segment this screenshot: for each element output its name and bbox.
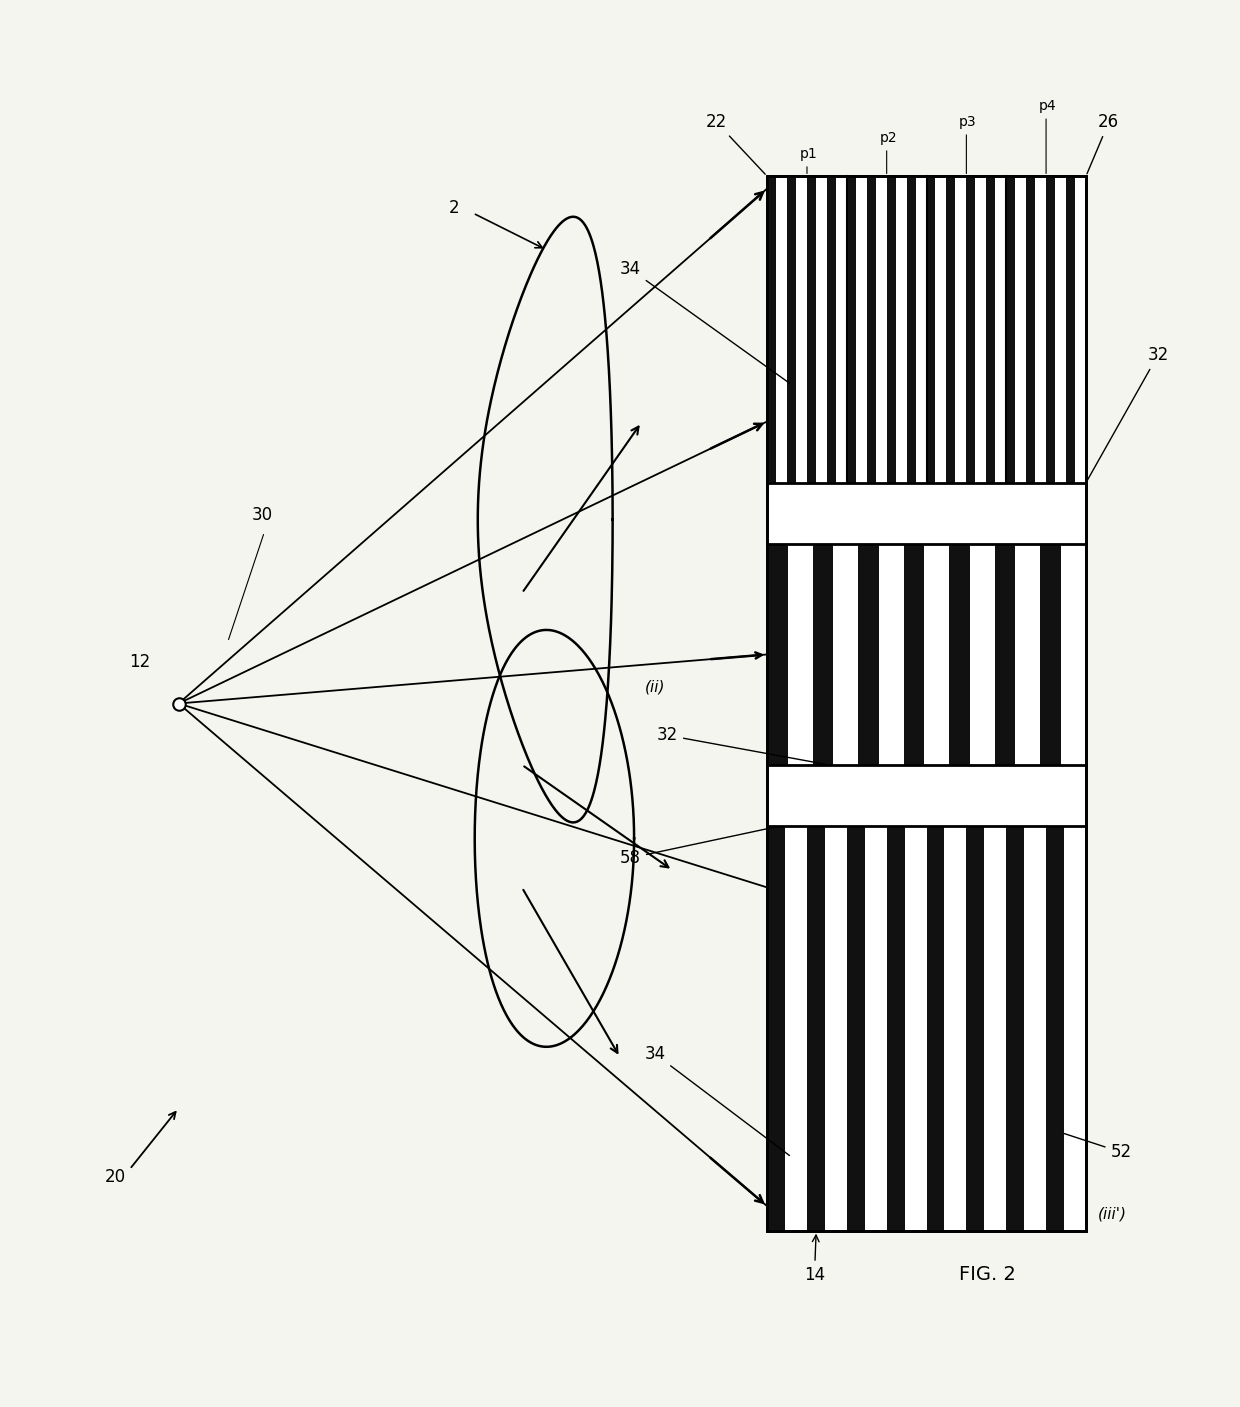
Bar: [904, 545, 924, 765]
Text: 32: 32: [1087, 346, 1168, 480]
Text: p4: p4: [1039, 98, 1056, 113]
Bar: [1006, 826, 1024, 1231]
Text: p2: p2: [879, 131, 897, 145]
Bar: [768, 176, 776, 483]
Bar: [1040, 545, 1061, 765]
Bar: [1047, 176, 1055, 483]
Text: 14: 14: [804, 1235, 825, 1283]
Bar: [1066, 176, 1075, 483]
Text: FIG. 2: FIG. 2: [960, 1265, 1017, 1283]
Bar: [858, 545, 879, 765]
Text: p1: p1: [800, 146, 817, 160]
Bar: [1027, 176, 1035, 483]
Bar: [946, 176, 955, 483]
Bar: [827, 176, 836, 483]
Bar: [906, 176, 915, 483]
Bar: [966, 826, 985, 1231]
Text: 20: 20: [105, 1168, 126, 1186]
Text: 12: 12: [129, 653, 151, 671]
Text: 22: 22: [706, 113, 765, 174]
Bar: [887, 176, 895, 483]
Bar: [807, 826, 825, 1231]
Text: 32: 32: [657, 726, 826, 764]
Bar: [768, 826, 785, 1231]
Bar: [1006, 176, 1016, 483]
Text: 34: 34: [620, 260, 790, 383]
Text: 26: 26: [1087, 113, 1120, 173]
Bar: [994, 545, 1016, 765]
Text: 58: 58: [620, 827, 776, 867]
Bar: [847, 176, 856, 483]
Text: (iii'): (iii'): [1099, 1206, 1127, 1221]
Bar: [950, 545, 970, 765]
Bar: [926, 826, 945, 1231]
Text: 2: 2: [449, 198, 459, 217]
Text: p3: p3: [959, 115, 977, 129]
Bar: [768, 176, 1086, 1231]
Bar: [986, 176, 996, 483]
Bar: [926, 176, 935, 483]
Bar: [847, 826, 864, 1231]
Bar: [768, 545, 787, 765]
Bar: [768, 176, 1086, 1231]
Text: 30: 30: [252, 505, 273, 523]
Text: 34: 34: [645, 1045, 790, 1155]
Text: (ii): (ii): [645, 680, 665, 694]
Bar: [787, 176, 796, 483]
Bar: [1047, 826, 1064, 1231]
Bar: [887, 826, 905, 1231]
Bar: [807, 176, 816, 483]
Bar: [966, 176, 976, 483]
Text: 52: 52: [1064, 1134, 1132, 1161]
Bar: [812, 545, 833, 765]
Bar: [867, 176, 875, 483]
